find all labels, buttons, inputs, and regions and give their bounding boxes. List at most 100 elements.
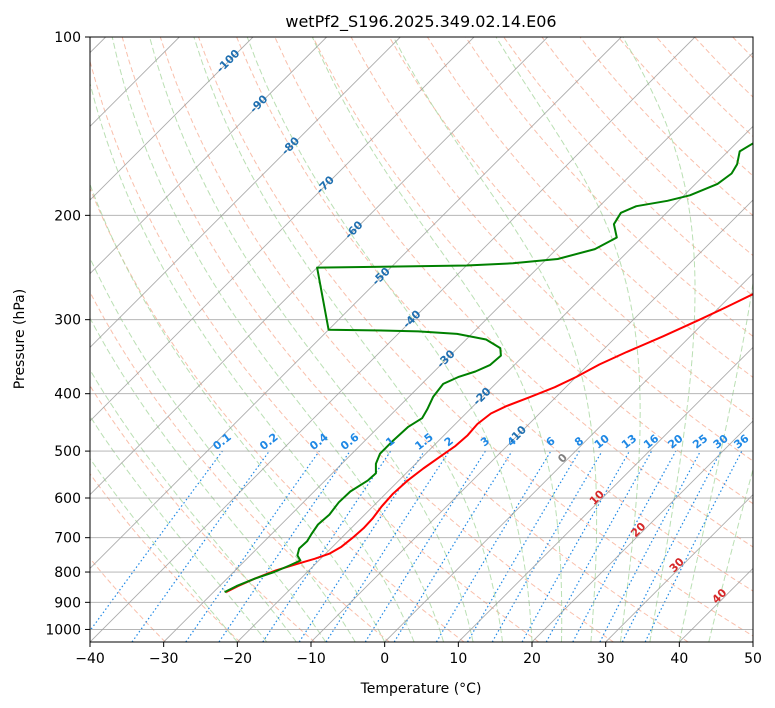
y-tick-label: 900: [54, 595, 81, 611]
moist-adiabat-line: [622, 37, 696, 642]
moist-adiabat-line: [90, 256, 356, 642]
isobar-grid: [90, 37, 753, 630]
dry-adiabat-line: [541, 37, 753, 257]
mixing-ratio-label: 10: [592, 432, 612, 452]
dry-adiabat-line: [503, 37, 753, 297]
dry-adiabat-line: [655, 37, 753, 138]
dry-adiabat-line: [90, 384, 316, 642]
moist-adiabat-line: [392, 37, 598, 642]
x-tick-label: 30: [597, 651, 615, 667]
dry-adiabat-label: -50: [370, 265, 393, 288]
dry-adiabat-line: [426, 37, 753, 378]
dry-adiabat-label: -70: [314, 173, 337, 196]
moist-adiabat-line: [678, 280, 753, 642]
plot-frame: [89, 36, 754, 643]
mixing-ratio-label: 13: [619, 432, 639, 452]
isotherm-line: [458, 346, 753, 642]
axes: −40 −30 −20 −10 0 10 20 30 40 5010020030040050060…: [45, 30, 762, 667]
mixing-ratio-label: 0.6: [338, 430, 362, 452]
isotherm-line: [90, 37, 401, 348]
x-axis-label: Temperature (°C): [360, 681, 482, 697]
dry-adiabat-line: [236, 37, 753, 592]
dry-adiabat-label: -80: [279, 134, 302, 157]
dry-adiabat-line: [90, 186, 465, 642]
chart-title: wetPf2_S196.2025.349.02.14.E06: [285, 12, 556, 32]
dewpoint-profile: [224, 142, 753, 593]
y-tick-label: 100: [54, 30, 81, 46]
mixing-ratio-line: [572, 450, 677, 642]
dry-adiabat-label: -40: [400, 307, 423, 330]
x-tick-label: 10: [449, 651, 467, 667]
dry-adiabat-line: [121, 37, 614, 642]
mixing-ratio-line: [435, 450, 552, 642]
x-tick-label: 40: [670, 651, 688, 667]
dry-adiabat-line: [197, 37, 753, 637]
dry-adiabat-line: [388, 37, 753, 420]
mixing-ratio-line: [621, 450, 722, 642]
isotherm-line: [752, 641, 753, 642]
mixing-ratio-label: 16: [641, 432, 661, 452]
isotherm-grid: [90, 37, 753, 642]
dry-adiabat-line: [312, 37, 753, 505]
dry-adiabat-label: -60: [342, 218, 365, 241]
mixing-ratio-line: [393, 450, 513, 642]
mixing-ratio-line: [90, 450, 223, 632]
isotherm-line: [310, 199, 753, 642]
isotherm-line: [237, 125, 753, 642]
mixing-ratio-line: [325, 450, 450, 642]
y-tick-label: 600: [54, 491, 81, 507]
mixing-ratio-label: 25: [690, 432, 710, 452]
mixing-ratio-label: 20: [665, 432, 685, 452]
mixing-ratio-line: [298, 450, 425, 642]
isotherm-line: [90, 37, 548, 496]
isotherm-line: [90, 37, 622, 569]
mixing-ratio-label: 0.2: [257, 431, 280, 453]
moist-adiabat-line: [193, 37, 503, 642]
profile-lines: [224, 142, 753, 593]
mixing-ratio-line: [262, 450, 392, 642]
mixing-ratio-label: 3: [478, 434, 492, 449]
moist-adiabat-line: [246, 37, 533, 642]
isotherm-line: [163, 52, 753, 642]
mixing-ratio-line: [131, 450, 270, 642]
moist-adiabat-line: [708, 467, 753, 642]
mixing-ratio-label: 1.5: [412, 431, 435, 453]
dry-adiabat-label: -90: [247, 92, 270, 115]
mixing-ratio-line: [185, 450, 320, 642]
x-tick-label: 0: [380, 651, 389, 667]
mixing-ratio-label: 6: [544, 434, 558, 449]
mixing-ratio-line: [218, 450, 351, 642]
dry-adiabat-label: -30: [434, 347, 457, 370]
isotherm-line: [384, 273, 753, 642]
mixing-ratio-lines: [90, 450, 743, 642]
moist-adiabat-line: [149, 37, 474, 642]
moist-adiabat-label: 20: [628, 520, 648, 540]
moist-adiabat-line: [90, 415, 268, 642]
y-tick-label: 1000: [45, 622, 81, 638]
x-tick-label: −30: [149, 651, 179, 667]
temperature-profile: [225, 293, 753, 593]
y-axis-label: Pressure (hPa): [12, 289, 28, 389]
dry-adiabat-line: [90, 291, 390, 642]
dry-adiabat-line: [745, 10, 775, 642]
mixing-ratio-label: 0.4: [307, 430, 331, 452]
plot-area: 0.1 0.2 0.4 0.6 1 1.5 2 3 4 6 8 10 13 16 20 25 30 36-100-…: [90, 10, 775, 642]
mixing-ratio-line: [521, 450, 631, 642]
dry-adiabat-line: [90, 472, 241, 642]
isotherm-line: [605, 494, 753, 642]
isotherm-line: [531, 420, 753, 642]
isotherm-line: [679, 567, 753, 642]
dry-adiabat-line: [159, 37, 689, 642]
dry-adiabat-line: [579, 37, 753, 217]
y-tick-label: 400: [54, 387, 81, 403]
mixing-ratio-line: [545, 450, 653, 642]
moist-adiabat-line: [90, 182, 386, 642]
moist-adiabat-line: [311, 37, 563, 642]
mixing-ratio-label: 30: [711, 432, 731, 452]
y-tick-label: 800: [54, 565, 81, 581]
dry-adiabats: [90, 10, 775, 642]
moist-adiabat-line: [90, 317, 327, 642]
y-tick-label: 500: [54, 444, 81, 460]
mixing-ratio-line: [364, 450, 486, 642]
moist-adiabat-label: 10: [587, 487, 607, 507]
